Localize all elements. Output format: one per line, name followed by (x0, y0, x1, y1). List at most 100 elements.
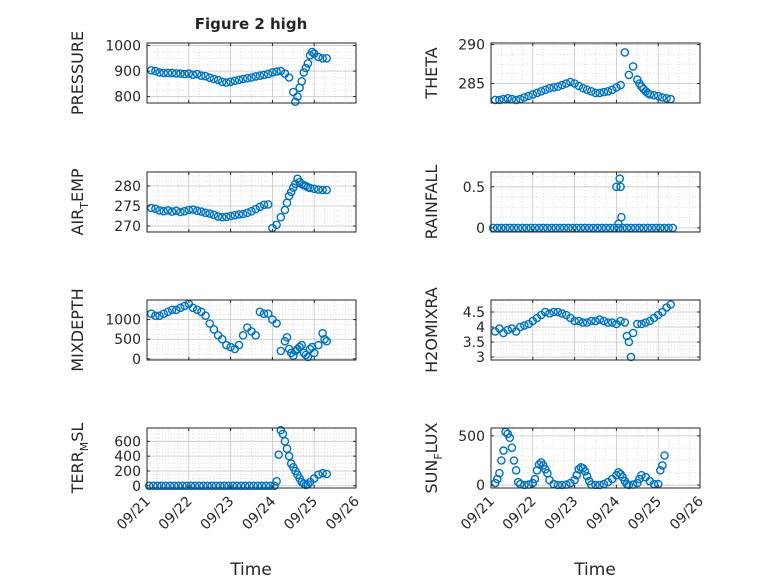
data-point (288, 87, 298, 97)
data-point (184, 69, 194, 78)
data-point (245, 481, 254, 491)
data-point (653, 91, 663, 101)
data-point (270, 481, 279, 491)
data-point (171, 69, 181, 78)
data-point (645, 90, 655, 99)
data-point (578, 83, 588, 93)
data-point (301, 63, 311, 73)
data-point (587, 316, 596, 326)
data-point (522, 223, 531, 233)
data-point (545, 83, 554, 93)
data-point (213, 212, 223, 221)
data-point (497, 223, 506, 233)
data-point (576, 223, 586, 233)
data-point (178, 481, 187, 491)
ylabel-4: MIXDEPTH (68, 288, 87, 371)
data-point (167, 305, 177, 315)
data-point (624, 480, 634, 490)
data-point (516, 322, 525, 332)
data-point (532, 88, 542, 98)
data-point (520, 93, 529, 102)
data-point (603, 87, 613, 96)
data-point (503, 94, 513, 103)
data-point (495, 468, 504, 478)
data-point (234, 75, 244, 85)
data-point (530, 474, 540, 484)
data-point (280, 436, 290, 446)
y-tick-label: 0 (132, 479, 141, 495)
data-point (570, 316, 579, 326)
axes-box (146, 427, 357, 489)
data-point (501, 223, 510, 233)
data-point (242, 208, 252, 218)
data-point (226, 342, 235, 352)
data-point (219, 481, 229, 491)
data-point (176, 303, 185, 313)
data-point (582, 471, 592, 481)
data-point (557, 80, 567, 90)
data-point (173, 481, 183, 491)
y-tick-label: 0.5 (463, 180, 485, 196)
data-point (201, 311, 210, 321)
data-point (499, 446, 508, 455)
axes-box (490, 427, 701, 489)
data-point (159, 68, 168, 78)
data-point (314, 52, 323, 62)
data-point (293, 92, 302, 101)
data-point (651, 223, 661, 233)
data-point (222, 78, 231, 87)
data-point (639, 223, 648, 233)
data-point (167, 68, 177, 78)
data-point (297, 77, 307, 86)
data-point (614, 223, 623, 233)
axes-box (146, 171, 357, 233)
axes-box (146, 42, 357, 104)
data-point (658, 461, 667, 470)
data-point (614, 467, 623, 477)
ylabel-3: RAINFALL (422, 165, 441, 240)
data-point (557, 480, 567, 490)
subplot-air-temp: 270 275 280 AIRTEMP (68, 168, 357, 236)
data-point (662, 94, 671, 103)
data-point (230, 210, 240, 220)
data-point (303, 59, 313, 68)
data-point (203, 481, 212, 491)
data-point (265, 481, 275, 491)
data-point (624, 70, 634, 80)
data-point (660, 223, 669, 233)
data-point (226, 77, 235, 87)
data-point (288, 351, 298, 361)
data-point (146, 203, 156, 213)
data-point (199, 481, 208, 491)
data-point (320, 334, 329, 344)
data-point (536, 87, 546, 96)
data-point (284, 73, 294, 82)
data-point (259, 309, 269, 319)
data-point (238, 330, 248, 340)
data-point (528, 90, 538, 99)
data-point (633, 319, 642, 329)
y-tick-label: 285 (458, 77, 485, 93)
data-point (171, 305, 181, 315)
data-point (322, 185, 332, 195)
data-point (587, 87, 596, 96)
data-point (180, 301, 189, 311)
data-point (163, 68, 173, 78)
data-point (549, 307, 559, 317)
data-point (215, 481, 225, 491)
y-tick-label: 400 (114, 449, 141, 465)
data-point (234, 210, 244, 219)
data-point (263, 200, 273, 209)
data-point (561, 79, 571, 88)
data-point (190, 481, 200, 491)
data-point (568, 223, 577, 233)
data-point (578, 318, 588, 327)
data-point (247, 73, 256, 82)
data-point (251, 330, 260, 340)
data-point (257, 481, 267, 491)
data-point (255, 202, 265, 212)
data-point (192, 69, 202, 79)
data-point (547, 223, 556, 233)
data-point (545, 309, 554, 318)
data-point (580, 466, 590, 476)
